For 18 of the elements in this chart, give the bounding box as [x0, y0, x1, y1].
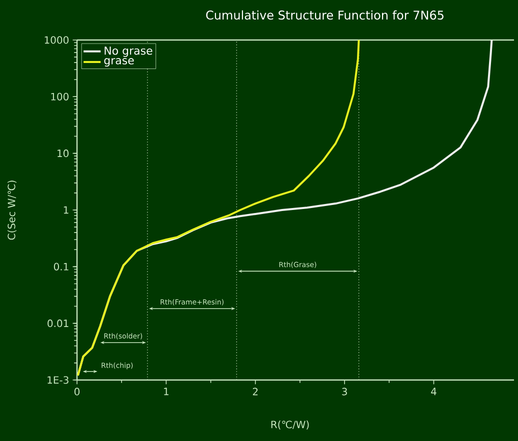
- y-tick-label: 1E-3: [48, 376, 68, 384]
- y-axis-title: C(Sec W/℃): [8, 180, 16, 240]
- y-tick-label: 100: [51, 92, 69, 100]
- line-series: [76, 38, 360, 377]
- x-tick-label: 2: [252, 388, 258, 396]
- y-tick-label: 1000: [44, 36, 69, 44]
- y-tick-label: 0.1: [54, 262, 68, 270]
- y-tick-label: 1: [64, 206, 68, 214]
- legend-label: No grase: [104, 46, 152, 57]
- x-tick-label: 0: [74, 388, 80, 396]
- x-tick-label: 4: [431, 388, 436, 396]
- legend-label: grase: [104, 58, 134, 67]
- x-axis-title: R(℃/W): [271, 420, 309, 430]
- x-tick-label: 3: [342, 388, 347, 396]
- x-tick-label: 1: [164, 388, 168, 396]
- chart-title: Cumulative Structure Function for 7N65: [206, 10, 444, 20]
- y-tick-label: 0.01: [48, 320, 68, 328]
- y-tick-label: 10: [58, 150, 69, 158]
